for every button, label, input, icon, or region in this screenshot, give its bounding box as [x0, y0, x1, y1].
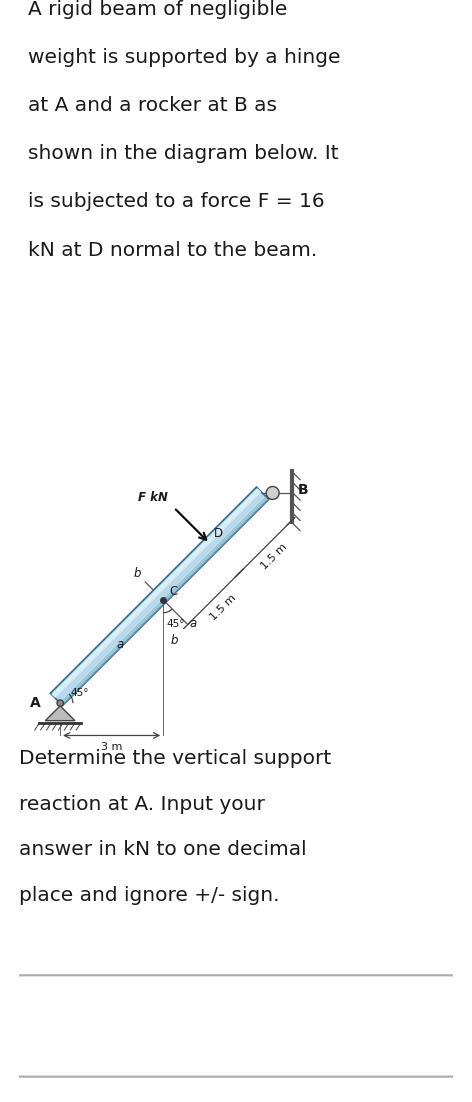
- Text: place and ignore +/- sign.: place and ignore +/- sign.: [19, 886, 279, 905]
- Text: 1.5 m: 1.5 m: [260, 541, 289, 571]
- Text: 3 m: 3 m: [101, 743, 122, 753]
- Text: D: D: [213, 527, 223, 540]
- Text: is subjected to a force F = 16: is subjected to a force F = 16: [28, 193, 325, 212]
- Polygon shape: [45, 706, 75, 721]
- Text: 45°: 45°: [70, 688, 89, 698]
- Text: answer in kN to one decimal: answer in kN to one decimal: [19, 840, 306, 860]
- Text: reaction at A. Input your: reaction at A. Input your: [19, 795, 265, 813]
- Text: shown in the diagram below. It: shown in the diagram below. It: [28, 144, 338, 163]
- Text: b: b: [170, 634, 177, 647]
- Text: 1.5 m: 1.5 m: [208, 593, 237, 623]
- Text: kN at D normal to the beam.: kN at D normal to the beam.: [28, 240, 317, 259]
- Text: weight is supported by a hinge: weight is supported by a hinge: [28, 48, 340, 67]
- Circle shape: [57, 700, 63, 706]
- FancyBboxPatch shape: [15, 975, 457, 1077]
- Text: at A and a rocker at B as: at A and a rocker at B as: [28, 96, 277, 116]
- Polygon shape: [51, 488, 261, 698]
- Polygon shape: [51, 487, 269, 705]
- Text: Determine the vertical support: Determine the vertical support: [19, 749, 331, 768]
- Text: 45°: 45°: [167, 619, 185, 629]
- Text: C: C: [169, 585, 177, 598]
- Text: F kN: F kN: [138, 490, 169, 504]
- Text: B: B: [297, 483, 308, 497]
- Text: A rigid beam of negligible: A rigid beam of negligible: [28, 0, 287, 19]
- Text: b: b: [134, 566, 142, 580]
- Text: a: a: [189, 617, 197, 630]
- Text: A: A: [30, 696, 41, 710]
- Text: a: a: [116, 638, 124, 651]
- Polygon shape: [59, 496, 269, 705]
- Circle shape: [266, 486, 279, 499]
